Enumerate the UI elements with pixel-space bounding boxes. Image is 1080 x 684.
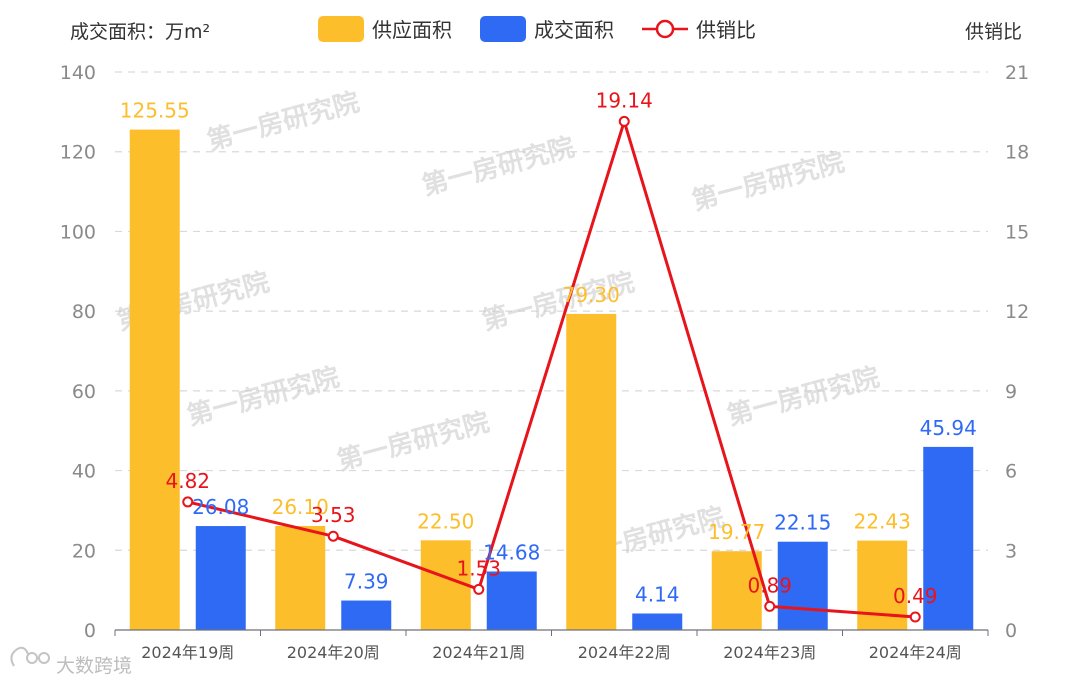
left-tick-label: 140 xyxy=(60,62,96,84)
left-tick-label: 20 xyxy=(72,540,96,562)
data-label-deal: 14.68 xyxy=(483,540,540,564)
bar-deal xyxy=(923,446,974,630)
right-tick-label: 9 xyxy=(1005,381,1017,403)
line-layer xyxy=(182,115,921,623)
legend-item-ratio[interactable]: 供销比 xyxy=(642,18,756,42)
bar-deal xyxy=(195,526,246,630)
point-ratio xyxy=(764,600,776,612)
grid-lines xyxy=(115,71,988,551)
watermark-text: 第一房研究院 xyxy=(419,131,578,201)
legend-label-supply: 供应面积 xyxy=(372,18,452,42)
data-label-supply: 22.43 xyxy=(854,510,911,534)
watermark-text: 第一房研究院 xyxy=(204,86,363,156)
legend-item-supply[interactable]: 供应面积 xyxy=(318,16,452,42)
data-label-ratio: 0.89 xyxy=(747,573,792,597)
left-axis-title: 成交面积：万m² xyxy=(70,21,210,43)
left-tick-label: 120 xyxy=(60,142,96,164)
data-label-deal: 22.15 xyxy=(774,511,831,535)
right-tick-label: 21 xyxy=(1005,62,1029,84)
right-tick-label: 3 xyxy=(1005,540,1017,562)
data-label-supply: 79.30 xyxy=(563,283,620,307)
legend-swatch-deal xyxy=(480,16,526,42)
right-tick-label: 6 xyxy=(1005,461,1017,483)
data-label-ratio: 1.53 xyxy=(456,556,501,580)
data-label-deal: 26.08 xyxy=(192,495,249,519)
bar-deal xyxy=(632,613,683,630)
data-label-ratio: 0.49 xyxy=(893,584,938,608)
axis-layer: 0 20 40 60 80 100 120 140 0 3 6 9 12 15 18 21 2024年19周 20… xyxy=(60,62,1029,662)
watermark-text: 第一房研究院 xyxy=(334,406,493,476)
data-label-deal: 7.39 xyxy=(344,570,389,594)
data-label-supply: 125.55 xyxy=(120,99,190,123)
data-label-deal: 4.14 xyxy=(635,582,680,606)
bar-supply xyxy=(711,551,762,630)
data-label-ratio: 4.82 xyxy=(165,469,210,493)
x-category-label: 2024年21周 xyxy=(432,643,525,662)
x-category-label: 2024年22周 xyxy=(578,643,671,662)
data-labels: 125.55 26.08 26.10 7.39 22.50 14.68 79.30 4.14 1… xyxy=(120,88,977,608)
bar-supply xyxy=(420,540,471,630)
right-tick-label: 18 xyxy=(1005,142,1029,164)
data-label-supply: 19.77 xyxy=(708,520,765,544)
left-tick-label: 0 xyxy=(84,620,96,642)
left-tick-label: 60 xyxy=(72,381,96,403)
bar-supply xyxy=(275,525,326,630)
data-label-ratio: 19.14 xyxy=(596,88,653,112)
line-ratio xyxy=(187,119,916,619)
right-tick-label: 12 xyxy=(1005,301,1029,323)
left-tick-label: 80 xyxy=(72,301,96,323)
bar-deal xyxy=(486,571,537,630)
data-label-supply: 26.10 xyxy=(272,495,329,519)
point-ratio xyxy=(618,115,630,127)
legend-label-deal: 成交面积 xyxy=(534,18,614,42)
data-label-ratio: 3.53 xyxy=(311,503,356,527)
point-ratio xyxy=(327,530,339,542)
left-tick-label: 40 xyxy=(72,461,96,483)
point-ratio xyxy=(473,583,485,595)
x-category-label: 2024年24周 xyxy=(869,643,962,662)
legend: 供应面积 成交面积 供销比 xyxy=(318,16,756,42)
watermark-text: 第一房研究院 xyxy=(724,361,883,431)
right-axis-title: 供销比 xyxy=(965,21,1022,43)
point-ratio xyxy=(182,496,194,508)
bar-supply xyxy=(566,313,617,630)
data-label-deal: 45.94 xyxy=(920,416,977,440)
bar-supply xyxy=(129,129,180,630)
legend-swatch-supply xyxy=(318,16,364,42)
corner-logo: 大数跨境 xyxy=(10,646,132,677)
point-ratio xyxy=(909,611,921,623)
left-tick-label: 100 xyxy=(60,221,96,243)
x-category-label: 2024年20周 xyxy=(287,643,380,662)
watermark-text: 第一房研究院 xyxy=(689,146,848,216)
logo-icon xyxy=(10,646,50,667)
legend-label-ratio: 供销比 xyxy=(696,18,756,42)
bar-layer xyxy=(129,129,974,630)
corner-logo-text: 大数跨境 xyxy=(56,655,132,677)
x-category-label: 2024年19周 xyxy=(141,643,234,662)
bar-deal xyxy=(777,541,828,630)
right-tick-label: 0 xyxy=(1005,620,1017,642)
data-label-supply: 22.50 xyxy=(417,509,474,533)
legend-item-deal[interactable]: 成交面积 xyxy=(480,16,614,42)
right-tick-label: 15 xyxy=(1005,221,1029,243)
bar-deal xyxy=(341,600,392,630)
legend-marker-ratio xyxy=(655,19,675,39)
x-category-label: 2024年23周 xyxy=(723,643,816,662)
watermark-text: 第一房研究院 xyxy=(184,361,343,431)
